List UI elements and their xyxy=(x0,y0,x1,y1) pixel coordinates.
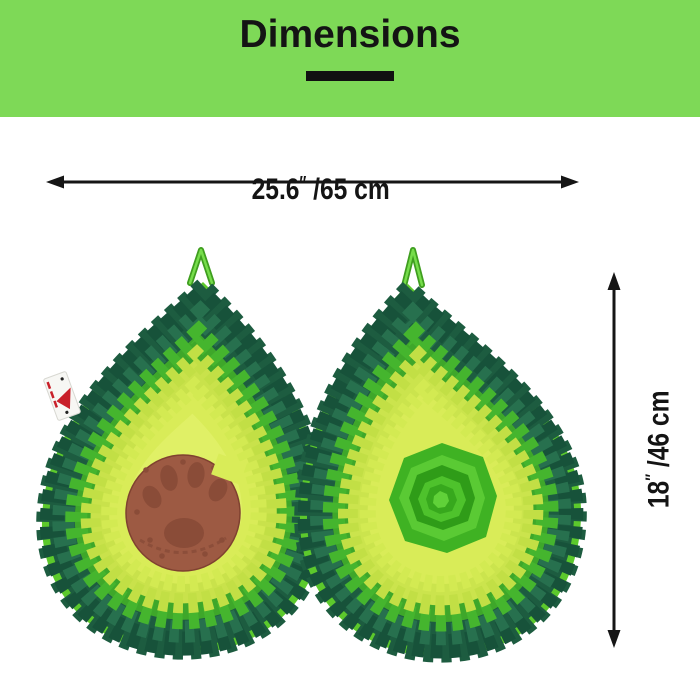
width-dimension-label: 25.6″ /65 cm xyxy=(219,138,404,207)
height-prime-mark: ″ xyxy=(641,474,662,482)
arrow-right-head xyxy=(561,175,579,189)
arrow-left-head xyxy=(46,175,64,189)
arrow-up-head xyxy=(607,272,621,290)
width-arrow xyxy=(46,175,579,189)
height-dimension-label: 18″ /46 cm xyxy=(608,378,677,538)
fabric-rosette-icon xyxy=(389,443,497,553)
header-banner: Dimensions xyxy=(0,0,700,117)
hanging-loop-icon xyxy=(401,247,425,289)
paw-print-icon xyxy=(134,459,228,559)
left-avocado-mat xyxy=(42,247,324,654)
arrow-down-head xyxy=(607,630,621,648)
height-value-cm: /46 cm xyxy=(642,390,676,475)
width-value-cm: /65 cm xyxy=(305,173,390,206)
page-title: Dimensions xyxy=(239,13,461,56)
height-arrow xyxy=(607,272,621,648)
title-underline-bar xyxy=(306,70,394,81)
width-prime-mark: ″ xyxy=(299,172,306,192)
right-avocado-mat xyxy=(300,247,581,657)
hanging-loop-icon xyxy=(187,247,215,286)
brand-tag-icon xyxy=(43,371,81,421)
pit-disc-icon xyxy=(125,453,247,572)
width-value-inches: 25.6 xyxy=(251,173,300,206)
height-value-inches: 18 xyxy=(642,481,676,509)
